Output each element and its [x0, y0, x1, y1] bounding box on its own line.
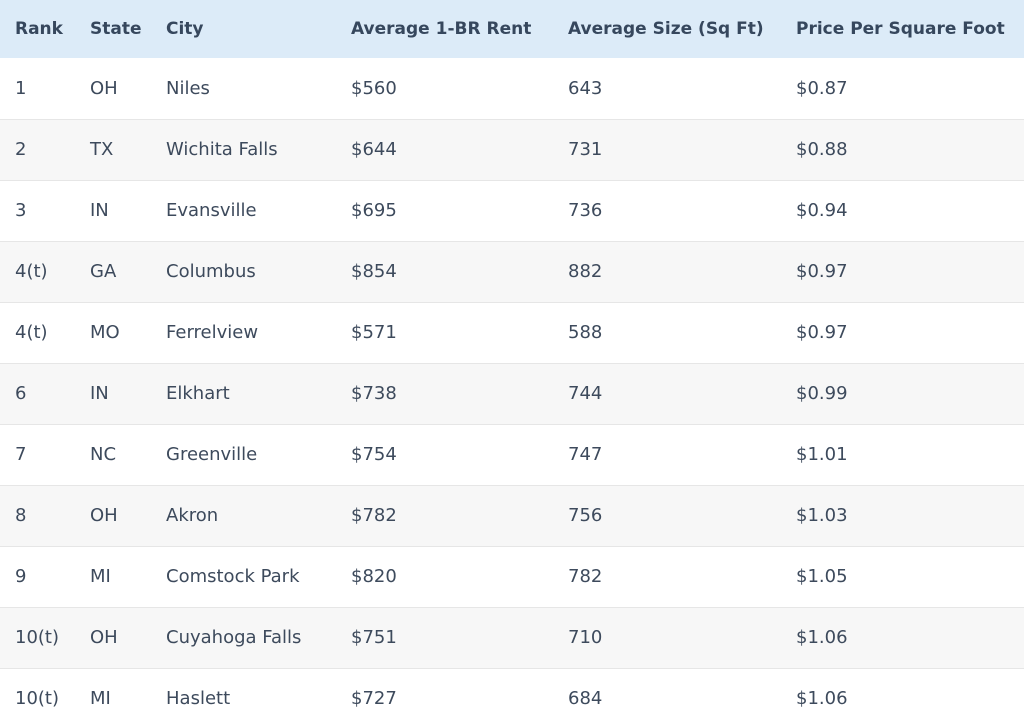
cell-price-per-square-foot: $0.94	[796, 200, 848, 221]
table-row: 3 IN Evansville $695 736 $0.94	[0, 180, 1024, 241]
cell-average-rent: $854	[351, 261, 397, 282]
cell-city: Comstock Park	[166, 566, 300, 587]
header-row: Rank State City Average 1-BR Rent Averag…	[0, 0, 1024, 58]
table-row: 7 NC Greenville $754 747 $1.01	[0, 424, 1024, 485]
cell-state: IN	[90, 200, 109, 221]
cell-price-per-square-foot: $0.99	[796, 383, 848, 404]
cell-rank: 1	[15, 77, 27, 99]
cell-average-rent: $571	[351, 322, 397, 343]
cell-average-rent: $751	[351, 627, 397, 648]
cell-state: NC	[90, 444, 117, 465]
cell-average-size: 643	[568, 77, 603, 99]
cell-city: Niles	[166, 77, 210, 99]
cell-rank: 6	[15, 383, 27, 404]
cell-average-rent: $695	[351, 200, 397, 221]
cell-price-per-square-foot: $1.06	[796, 688, 848, 709]
cell-average-size: 756	[568, 505, 603, 526]
cell-price-per-square-foot: $1.05	[796, 566, 848, 587]
cell-price-per-square-foot: $0.97	[796, 322, 848, 343]
cell-state: OH	[90, 505, 118, 526]
cell-state: OH	[90, 77, 118, 99]
table-row: 8 OH Akron $782 756 $1.03	[0, 485, 1024, 546]
cell-average-size: 710	[568, 627, 603, 648]
cell-average-size: 744	[568, 383, 603, 404]
cell-state: OH	[90, 627, 118, 648]
table-row: 4(t) MO Ferrelview $571 588 $0.97	[0, 302, 1024, 363]
table-row: 1 OH Niles $560 643 $0.87	[0, 58, 1024, 119]
table-row: 2 TX Wichita Falls $644 731 $0.88	[0, 119, 1024, 180]
table-row: 4(t) GA Columbus $854 882 $0.97	[0, 241, 1024, 302]
cell-price-per-square-foot: $0.88	[796, 139, 848, 160]
header-rank[interactable]: Rank	[15, 19, 63, 39]
cell-rank: 8	[15, 505, 27, 526]
cell-city: Elkhart	[166, 383, 230, 404]
cell-price-per-square-foot: $1.03	[796, 505, 848, 526]
cell-city: Wichita Falls	[166, 139, 278, 160]
cell-state: TX	[90, 139, 114, 160]
cell-rank: 10(t)	[15, 688, 60, 709]
cell-average-size: 731	[568, 139, 603, 160]
cell-average-rent: $782	[351, 505, 397, 526]
header-city[interactable]: City	[166, 19, 204, 39]
cell-average-rent: $754	[351, 444, 397, 465]
header-average-rent[interactable]: Average 1-BR Rent	[351, 19, 532, 39]
cell-city: Cuyahoga Falls	[166, 627, 302, 648]
cell-city: Evansville	[166, 200, 257, 221]
cell-state: MI	[90, 566, 111, 587]
cell-city: Akron	[166, 505, 219, 526]
cell-average-rent: $727	[351, 688, 397, 709]
table-row: 9 MI Comstock Park $820 782 $1.05	[0, 546, 1024, 607]
cell-average-size: 747	[568, 444, 603, 465]
cell-city: Greenville	[166, 444, 258, 465]
table-header: Rank State City Average 1-BR Rent Averag…	[0, 0, 1024, 58]
cell-rank: 10(t)	[15, 627, 60, 648]
cell-state: MO	[90, 322, 120, 343]
cell-average-size: 684	[568, 688, 603, 709]
cell-price-per-square-foot: $0.87	[796, 77, 848, 99]
table-row: 10(t) OH Cuyahoga Falls $751 710 $1.06	[0, 607, 1024, 668]
cell-average-rent: $644	[351, 139, 397, 160]
header-price-per-square-foot[interactable]: Price Per Square Foot	[796, 19, 1005, 39]
cell-state: GA	[90, 261, 117, 282]
cell-rank: 7	[15, 444, 27, 465]
cell-price-per-square-foot: $1.01	[796, 444, 848, 465]
cell-rank: 2	[15, 139, 27, 160]
cell-state: IN	[90, 383, 109, 404]
cell-city: Haslett	[166, 688, 231, 709]
table-row: 10(t) MI Haslett $727 684 $1.06	[0, 668, 1024, 726]
cell-rank: 9	[15, 566, 27, 587]
header-state[interactable]: State	[90, 19, 142, 39]
header-average-size[interactable]: Average Size (Sq Ft)	[568, 19, 764, 39]
cell-rank: 3	[15, 200, 27, 221]
cell-price-per-square-foot: $0.97	[796, 261, 848, 282]
cell-city: Ferrelview	[166, 322, 259, 343]
cell-rank: 4(t)	[15, 261, 48, 282]
cell-city: Columbus	[166, 261, 256, 282]
cell-state: MI	[90, 688, 111, 709]
cell-average-size: 588	[568, 322, 603, 343]
table-row: 6 IN Elkhart $738 744 $0.99	[0, 363, 1024, 424]
table-body: 1 OH Niles $560 643 $0.87 2 TX Wichita F…	[0, 58, 1024, 726]
cell-average-rent: $560	[351, 77, 397, 99]
cell-price-per-square-foot: $1.06	[796, 627, 848, 648]
cell-rank: 4(t)	[15, 322, 48, 343]
cell-average-rent: $820	[351, 566, 397, 587]
cell-average-size: 782	[568, 566, 603, 587]
cell-average-rent: $738	[351, 383, 397, 404]
cell-average-size: 882	[568, 261, 603, 282]
cell-average-size: 736	[568, 200, 603, 221]
